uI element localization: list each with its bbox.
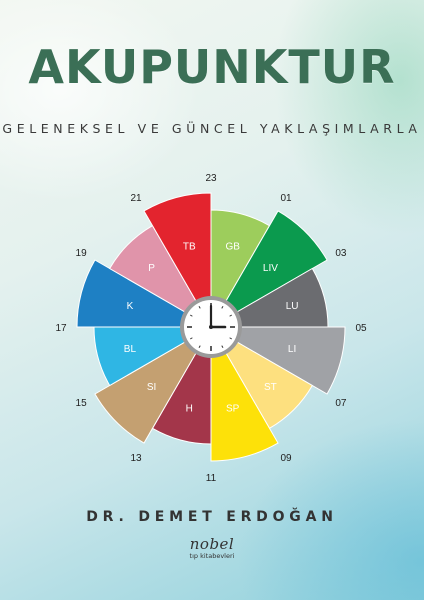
meridian-label: SP [226, 404, 240, 415]
meridian-segment-sp [210, 325, 279, 462]
clock-tick [198, 305, 201, 309]
clock-tick [189, 314, 193, 317]
hour-label: 05 [355, 323, 367, 334]
publisher-logo: nobel tıp kitabevleri [0, 536, 424, 560]
hour-label: 07 [335, 398, 347, 409]
clock-tick [189, 337, 193, 340]
meridian-label: ST [264, 382, 277, 393]
clock-tick [221, 305, 224, 309]
meridian-label: LI [288, 344, 296, 355]
meridian-label: H [186, 404, 193, 415]
clock-tick [221, 345, 224, 349]
hour-label: 19 [76, 248, 88, 259]
meridian-label: TB [183, 241, 196, 252]
meridian-label: P [148, 263, 155, 274]
hour-label: 13 [130, 453, 142, 464]
clock-tick [229, 337, 233, 340]
meridian-label: SI [147, 382, 156, 393]
clock-icon [180, 296, 242, 358]
author-name: DR. DEMET ERDOĞAN [86, 509, 338, 525]
hour-label: 17 [55, 323, 67, 334]
clock-tick [229, 314, 233, 317]
publisher-subtitle: tıp kitabevleri [189, 552, 235, 560]
hour-label: 11 [206, 473, 217, 484]
meridian-label: K [127, 301, 134, 312]
publisher-name: nobel [189, 535, 235, 553]
book-title: AKUPUNKTUR [28, 40, 396, 94]
hour-label: 03 [335, 248, 347, 259]
meridian-label: LIV [263, 263, 278, 274]
meridian-segment-si [94, 325, 213, 444]
hour-label: 09 [280, 453, 292, 464]
book-subtitle: GELENEKSEL VE GÜNCEL YAKLAŞIMLARLA [2, 121, 422, 136]
meridian-label: LU [286, 301, 299, 312]
hour-label: 01 [280, 193, 292, 204]
hour-label: 21 [130, 193, 142, 204]
hour-label: 15 [76, 398, 88, 409]
hour-label: 23 [205, 173, 217, 184]
meridian-label: BL [124, 344, 137, 355]
meridian-segment-liv [209, 210, 328, 329]
meridian-label: GB [225, 241, 240, 252]
clock-tick [198, 345, 201, 349]
meridian-segment-tb [143, 192, 212, 329]
